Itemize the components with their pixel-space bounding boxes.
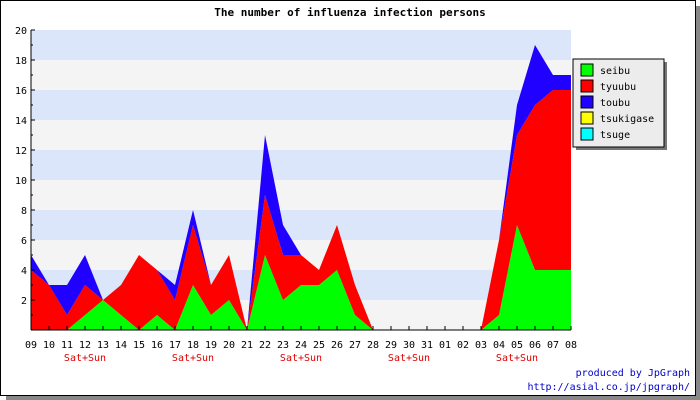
x-tick-label: 19 [205, 340, 217, 351]
frame-shadow-bottom [6, 396, 700, 400]
x-tick-label: 01 [439, 340, 451, 351]
x-tick-label: 27 [349, 340, 361, 351]
frame-shadow-right [696, 6, 700, 400]
weekend-label: Sat+Sun [388, 353, 430, 364]
weekend-label: Sat+Sun [64, 353, 106, 364]
legend-label-toubu: toubu [600, 98, 630, 109]
weekend-label: Sat+Sun [172, 353, 214, 364]
x-tick-label: 07 [547, 340, 559, 351]
grid-band [31, 150, 571, 180]
x-tick-label: 06 [529, 340, 541, 351]
x-tick-label: 26 [331, 340, 343, 351]
x-tick-label: 11 [61, 340, 73, 351]
grid-band [31, 30, 571, 60]
grid-bands [31, 30, 571, 330]
axes [30, 29, 572, 331]
series-areas [31, 45, 571, 330]
y-tick-label: 16 [15, 86, 27, 97]
x-tick-label: 24 [295, 340, 307, 351]
x-tick-label: 10 [43, 340, 55, 351]
y-tick-label: 8 [21, 206, 27, 217]
area-seibu [31, 225, 571, 330]
legend-swatch-tsukigase [580, 111, 594, 125]
area-tyuubu [31, 90, 571, 330]
x-tick-label: 17 [169, 340, 181, 351]
legend-swatch-toubu [580, 95, 594, 109]
x-tick-label: 29 [385, 340, 397, 351]
y-tick-labels: 2 4 6 8 10 12 14 16 18 20 [15, 26, 27, 307]
x-tick-label: 15 [133, 340, 145, 351]
x-tick-label: 02 [457, 340, 469, 351]
y-tick-label: 4 [21, 266, 27, 277]
x-tick-label: 18 [187, 340, 199, 351]
grid-band [31, 90, 571, 120]
x-tick-label: 14 [115, 340, 127, 351]
x-tick-label: 22 [259, 340, 271, 351]
legend-label-tsuge: tsuge [600, 130, 630, 141]
grid-band [31, 210, 571, 240]
legend: seibu tyuubu toubu tsukigase tsuge [572, 58, 667, 150]
y-tick-label: 20 [15, 26, 27, 37]
x-tick-label: 21 [241, 340, 253, 351]
weekend-label: Sat+Sun [280, 353, 322, 364]
x-tick-label: 30 [403, 340, 415, 351]
x-tick-label: 25 [313, 340, 325, 351]
legend-swatch-tsuge [580, 127, 594, 141]
x-tick-label: 08 [565, 340, 577, 351]
x-tick-label: 03 [475, 340, 487, 351]
x-tick-label: 12 [79, 340, 91, 351]
x-tick-label: 31 [421, 340, 433, 351]
x-tick-label: 05 [511, 340, 523, 351]
y-tick-label: 6 [21, 236, 27, 247]
legend-label-tsukigase: tsukigase [600, 114, 654, 125]
x-tick-label: 13 [97, 340, 109, 351]
legend-swatch-tyuubu [580, 79, 594, 93]
credit-line-2: http://asial.co.jp/jpgraph/ [527, 382, 690, 393]
legend-label-tyuubu: tyuubu [600, 82, 636, 93]
y-tick-label: 14 [15, 116, 27, 127]
chart-title: The number of influenza infection person… [214, 6, 486, 19]
y-tick-label: 12 [15, 146, 27, 157]
x-tick-label: 23 [277, 340, 289, 351]
y-tick-label: 2 [21, 296, 27, 307]
x-tick-label: 28 [367, 340, 379, 351]
y-tick-label: 10 [15, 176, 27, 187]
x-tick-label: 09 [25, 340, 37, 351]
x-tick-label: 16 [151, 340, 163, 351]
credit-line-1: produced by JpGraph [576, 368, 690, 379]
x-tick-label: 20 [223, 340, 235, 351]
weekend-label: Sat+Sun [496, 353, 538, 364]
legend-label-seibu: seibu [600, 66, 630, 77]
legend-swatch-seibu [580, 63, 594, 77]
x-tick-label: 04 [493, 340, 505, 351]
y-tick-label: 18 [15, 56, 27, 67]
x-tick-labels: 09 10 11 12 13 14 15 16 17 18 19 20 21 22 23 24 25 26 27 28… [25, 340, 577, 364]
